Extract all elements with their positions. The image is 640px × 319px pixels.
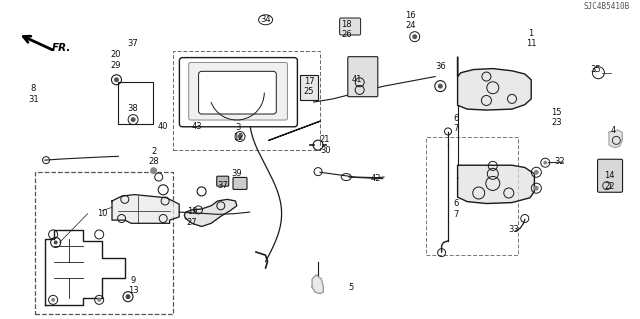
FancyBboxPatch shape [189,63,287,120]
Circle shape [54,241,58,244]
Circle shape [150,167,157,174]
Circle shape [438,84,443,89]
Polygon shape [184,199,237,226]
Text: 38: 38 [128,104,138,113]
Bar [118,82,154,124]
Circle shape [131,117,136,122]
Polygon shape [312,275,323,293]
Text: 33: 33 [508,225,518,234]
Circle shape [534,186,539,191]
Text: 35: 35 [590,65,600,74]
Text: FR.: FR. [52,43,72,53]
Circle shape [534,170,539,175]
Circle shape [114,77,119,82]
FancyBboxPatch shape [233,177,247,189]
FancyBboxPatch shape [217,176,228,186]
Text: 41: 41 [352,75,362,84]
Text: 36: 36 [435,62,445,71]
Text: 14
22: 14 22 [604,172,614,191]
Text: 16
24: 16 24 [406,11,416,30]
Text: 3
12: 3 12 [233,123,243,142]
Text: 8
31: 8 31 [28,85,38,104]
Circle shape [412,34,417,39]
Bar [35,172,173,314]
Bar [426,137,518,255]
Text: 42: 42 [371,174,381,182]
Text: 37: 37 [218,181,228,190]
Circle shape [543,161,547,165]
Text: 43: 43 [192,122,202,131]
Text: 20
29: 20 29 [110,50,120,70]
Text: 6
7: 6 7 [453,114,458,133]
Text: 4: 4 [611,126,616,135]
Text: 2
28: 2 28 [148,147,159,166]
Circle shape [51,298,55,302]
Text: 39: 39 [232,169,242,178]
Text: 6
7: 6 7 [453,199,458,219]
FancyBboxPatch shape [179,58,298,127]
Text: 5: 5 [348,283,353,292]
Text: 18
26: 18 26 [342,20,352,39]
Polygon shape [609,130,622,147]
Text: 37: 37 [128,39,138,48]
Circle shape [125,294,131,299]
Circle shape [237,181,243,186]
Text: 19
27: 19 27 [187,207,197,226]
FancyBboxPatch shape [598,159,623,192]
Text: 10: 10 [97,209,108,218]
Circle shape [237,134,243,139]
Text: 17
25: 17 25 [304,77,314,96]
FancyBboxPatch shape [340,18,360,35]
Text: 21
30: 21 30 [320,136,330,155]
Text: 32: 32 [555,157,565,166]
Circle shape [97,298,101,302]
Text: 9
13: 9 13 [128,276,138,295]
Text: 1
11: 1 11 [526,29,536,48]
Text: 15
23: 15 23 [552,108,562,127]
Polygon shape [112,195,179,223]
FancyBboxPatch shape [300,76,317,100]
Text: 40: 40 [158,122,168,131]
Text: 34: 34 [260,15,271,24]
Bar [173,51,320,150]
FancyBboxPatch shape [348,57,378,97]
Text: SJC4B5410B: SJC4B5410B [584,2,630,11]
Polygon shape [458,57,531,110]
FancyBboxPatch shape [198,71,276,114]
Polygon shape [458,165,534,204]
